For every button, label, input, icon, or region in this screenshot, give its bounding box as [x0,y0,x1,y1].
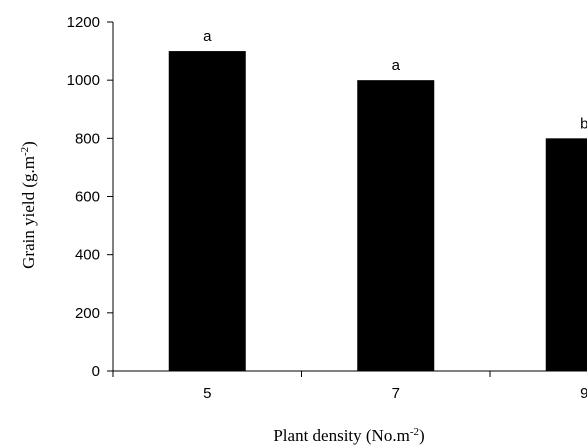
y-tick-label: 200 [75,305,100,322]
y-axis-title-sup: -2 [19,147,31,156]
y-tick-label: 400 [75,247,100,264]
y-axis-title-close: ) [19,141,38,147]
bars [168,51,587,372]
y-tick-label: 800 [75,130,100,147]
y-tick-label: 600 [75,189,100,206]
significance-label: b [580,115,587,132]
y-tick-label: 1200 [67,14,100,31]
bar [545,138,587,371]
y-tick-label: 1000 [67,72,100,89]
x-axis-title-text: Plant density (No.m [273,426,409,445]
x-tick-label: 9 [580,385,587,402]
y-tick-label: 0 [92,363,100,380]
x-tick-label: 5 [203,385,211,402]
bar [168,51,246,371]
x-axis-title-close: ) [419,426,425,445]
x-axis-title: Plant density (No.m-2) [273,426,424,445]
significance-label: a [203,28,212,45]
x-tick-label: 7 [392,385,400,402]
y-axis-title: Grain yield (g.m-2) [19,141,38,269]
y-axis: 0 200 400 600 800 1000 1200 [67,14,114,380]
bar [357,80,435,372]
significance-labels: a a b [203,28,587,132]
x-axis: 5 7 9 [112,370,587,402]
significance-label: a [392,57,401,74]
y-axis-title-text: Grain yield (g.m [19,156,38,269]
x-axis-title-sup: -2 [410,426,419,438]
